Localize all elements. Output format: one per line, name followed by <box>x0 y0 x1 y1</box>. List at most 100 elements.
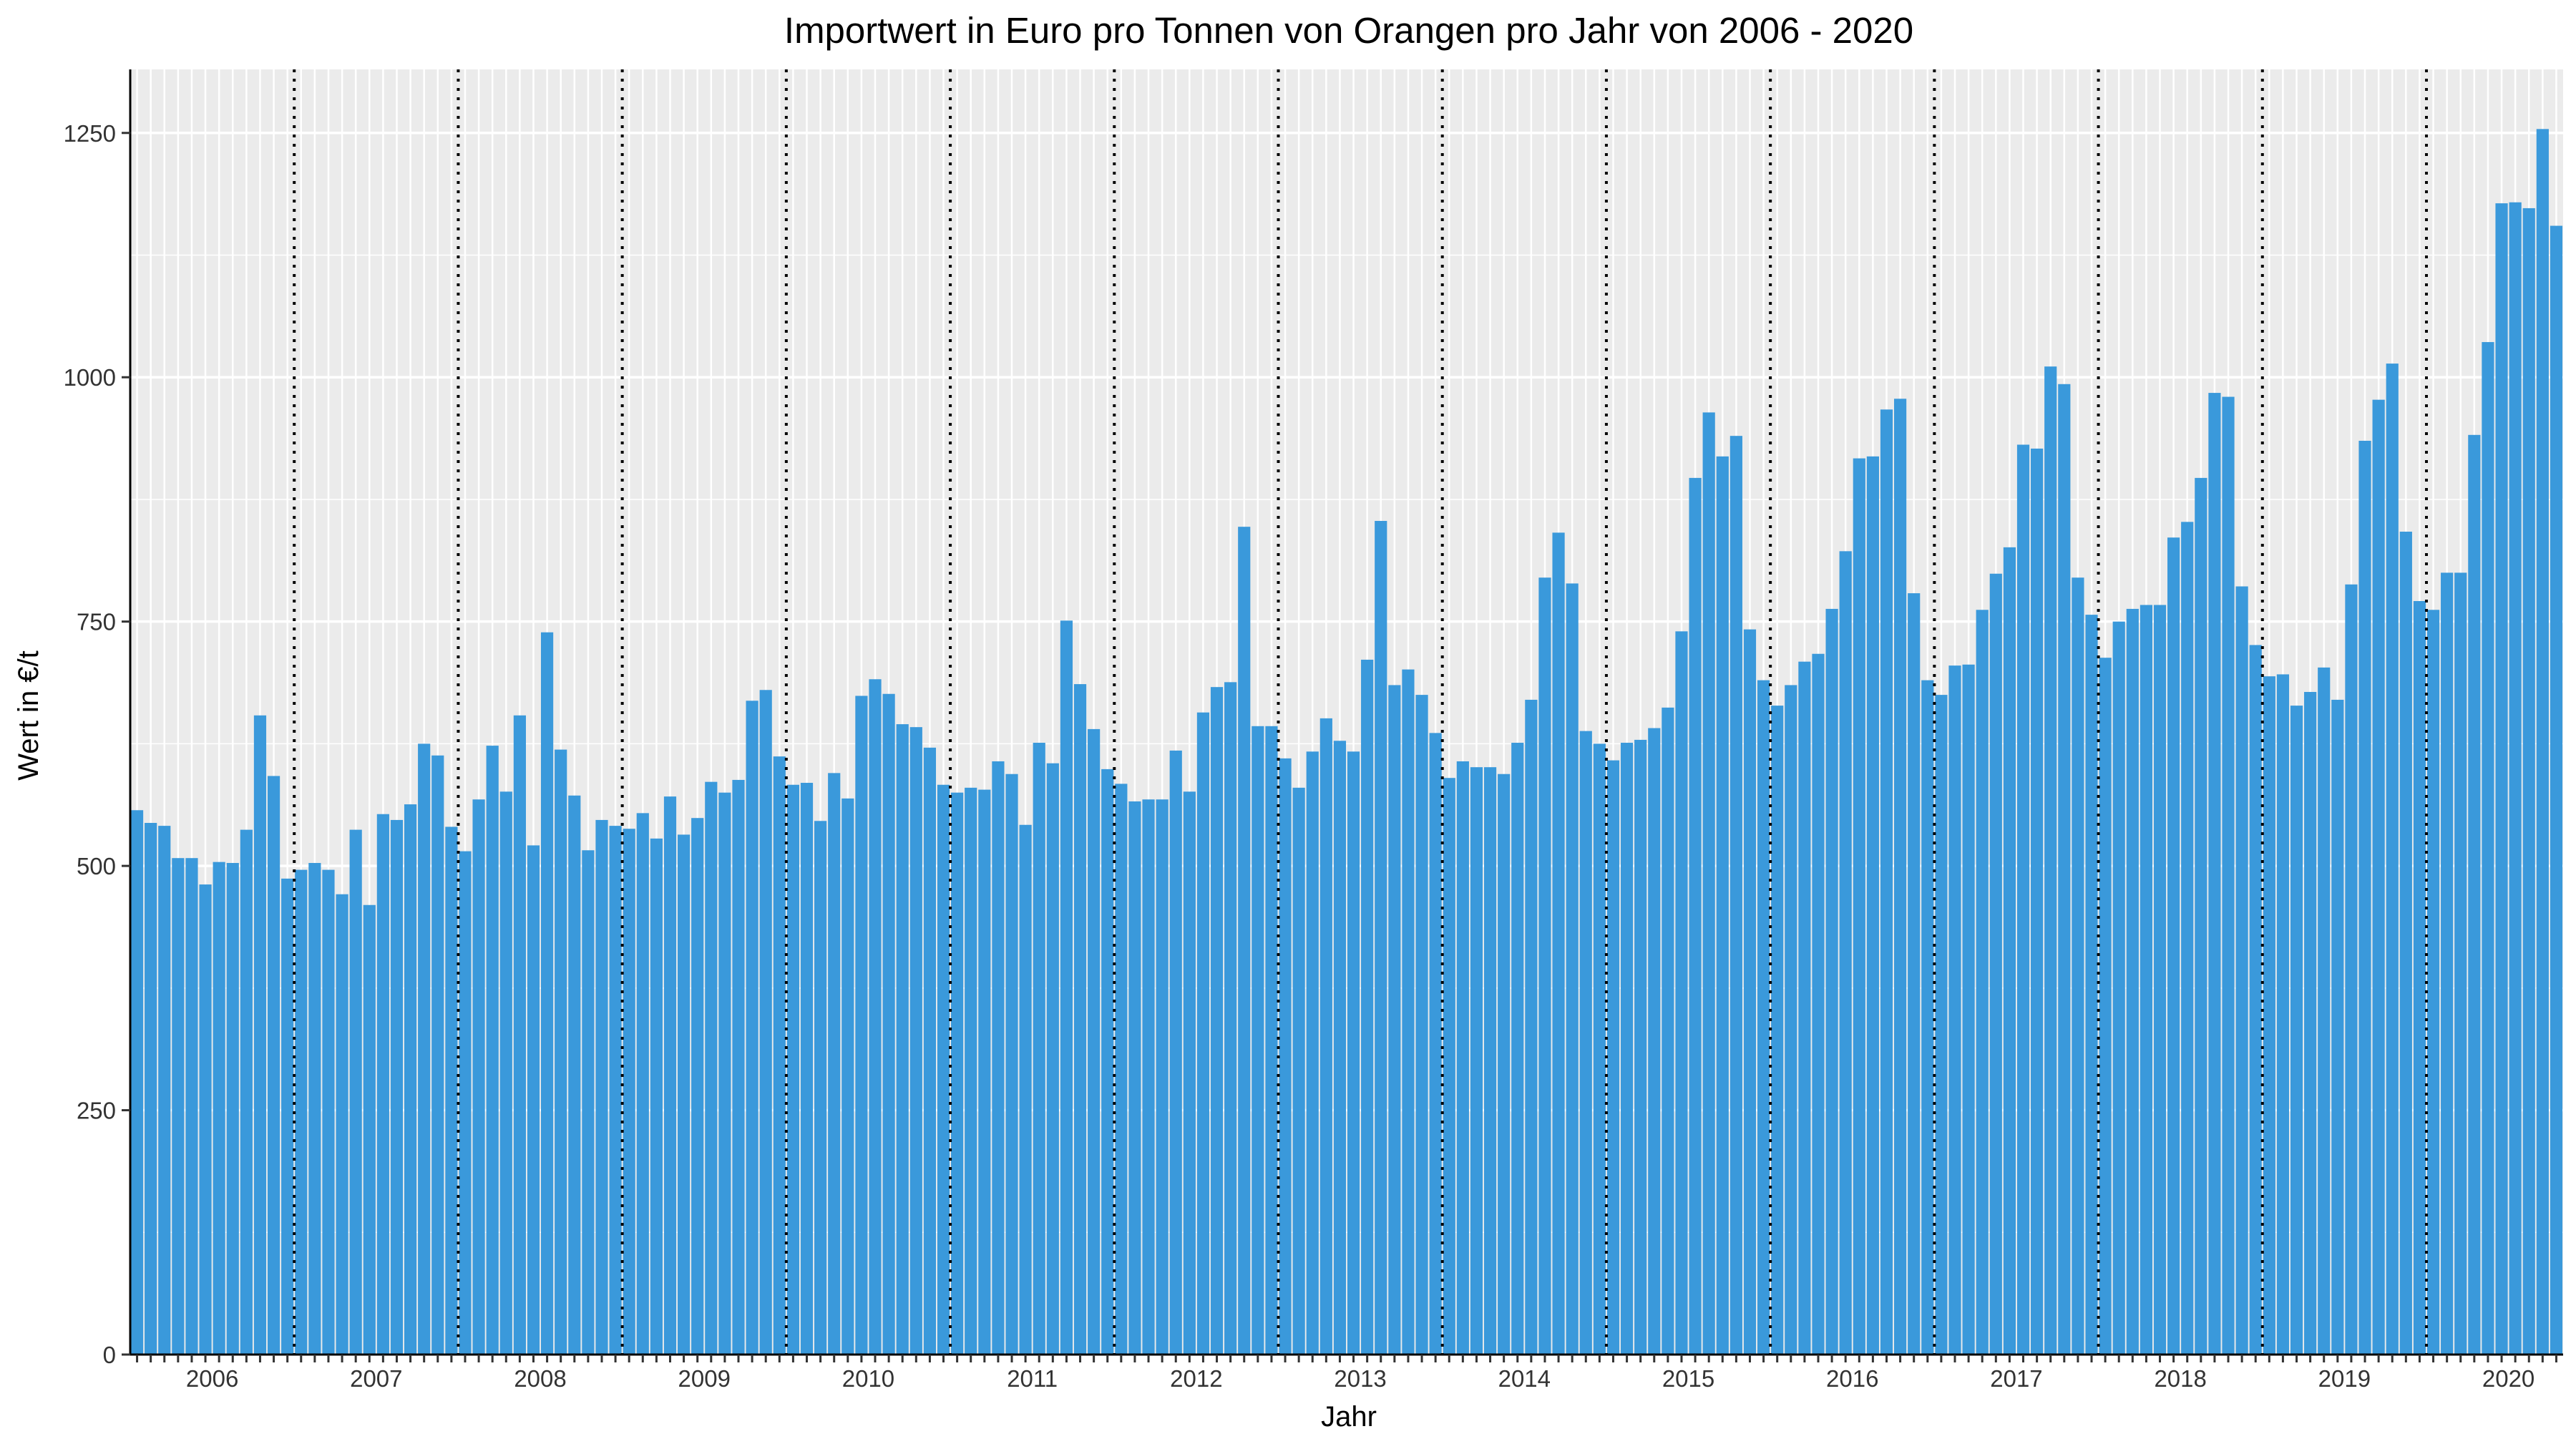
bar <box>130 810 144 1355</box>
year-separators <box>293 69 2428 1355</box>
bar <box>226 863 239 1355</box>
bar <box>1702 412 1715 1355</box>
x-tick-label: 2015 <box>1662 1365 1714 1392</box>
bar <box>1620 743 1634 1355</box>
bar <box>746 701 758 1355</box>
bar <box>2031 448 2044 1355</box>
bar <box>1853 458 1865 1355</box>
bar <box>431 755 444 1355</box>
bar <box>732 779 745 1355</box>
bar <box>2181 522 2194 1355</box>
bar <box>2426 610 2440 1355</box>
bar <box>1785 685 1797 1355</box>
bar <box>1948 665 1961 1355</box>
bar <box>1839 551 1852 1355</box>
bar <box>759 690 772 1355</box>
bar <box>978 789 991 1355</box>
bar <box>869 679 882 1355</box>
bar <box>1606 760 1620 1355</box>
bar <box>896 724 909 1355</box>
y-tick-label: 1250 <box>64 120 116 147</box>
bar <box>1634 739 1647 1355</box>
bar <box>1812 653 1825 1355</box>
bar <box>1976 610 1989 1355</box>
bar <box>773 756 786 1355</box>
bar <box>1552 532 1565 1355</box>
bar <box>992 761 1005 1355</box>
bar <box>1579 731 1592 1355</box>
bar <box>1538 577 1551 1355</box>
bar <box>2003 547 2016 1355</box>
x-tick-label: 2011 <box>1007 1365 1058 1392</box>
x-tick-label: 2009 <box>678 1365 731 1392</box>
bar <box>2263 676 2275 1355</box>
bar <box>376 814 389 1355</box>
bar <box>1005 774 1018 1355</box>
x-tick-label: 2020 <box>2482 1365 2534 1392</box>
bar <box>2058 384 2071 1355</box>
bar <box>1265 726 1278 1355</box>
y-tick-label: 250 <box>77 1098 116 1124</box>
bar <box>1101 769 1114 1355</box>
bar <box>841 798 854 1355</box>
bar <box>909 727 922 1355</box>
bar <box>718 792 731 1355</box>
bar <box>322 869 335 1355</box>
bar <box>1921 680 1934 1355</box>
bar <box>1866 456 1879 1355</box>
bar <box>855 696 868 1355</box>
bar <box>2345 584 2358 1355</box>
bar <box>814 821 827 1355</box>
bar <box>678 834 691 1355</box>
bar <box>2522 208 2535 1355</box>
y-tick-label: 750 <box>77 609 116 635</box>
bar <box>1306 751 1319 1355</box>
bar <box>1128 801 1141 1355</box>
bar <box>1388 685 1401 1355</box>
bar <box>1156 799 1169 1355</box>
bar <box>2399 532 2412 1355</box>
bar <box>636 813 649 1355</box>
bar <box>1483 767 1497 1355</box>
bar <box>1115 784 1128 1355</box>
bar <box>1142 799 1155 1355</box>
bar <box>1894 399 1907 1355</box>
bar <box>145 823 157 1355</box>
bar <box>705 781 718 1355</box>
x-tick-label: 2018 <box>2154 1365 2206 1392</box>
bar <box>158 826 171 1355</box>
bar <box>1675 631 1688 1355</box>
bar <box>486 746 499 1355</box>
bar <box>349 829 362 1355</box>
bar <box>965 787 977 1355</box>
bar <box>1196 712 1210 1355</box>
x-tick-label: 2013 <box>1334 1365 1386 1392</box>
bar <box>527 845 540 1355</box>
bar <box>1729 436 1742 1355</box>
bar <box>2468 434 2481 1355</box>
bar <box>1375 520 1387 1355</box>
bar <box>2509 202 2522 1355</box>
bar <box>1443 778 1455 1355</box>
bar <box>2044 366 2057 1355</box>
x-tick-label: 2012 <box>1170 1365 1222 1392</box>
bar <box>472 799 485 1355</box>
bars <box>130 129 2563 1355</box>
bar <box>2441 572 2454 1355</box>
bar <box>418 743 431 1355</box>
bar <box>2167 537 2180 1355</box>
bar <box>1662 707 1674 1355</box>
bar <box>2454 572 2467 1355</box>
bar <box>609 826 622 1355</box>
bar <box>1169 750 1182 1355</box>
bar <box>663 796 677 1355</box>
bar <box>1060 620 1073 1355</box>
bar <box>295 869 308 1355</box>
bar <box>1989 573 2002 1355</box>
bar <box>2304 692 2317 1355</box>
bar <box>2536 129 2549 1355</box>
bar <box>1333 741 1347 1355</box>
bar <box>1238 527 1251 1355</box>
bar <box>1046 763 1059 1355</box>
bar <box>1498 774 1511 1355</box>
